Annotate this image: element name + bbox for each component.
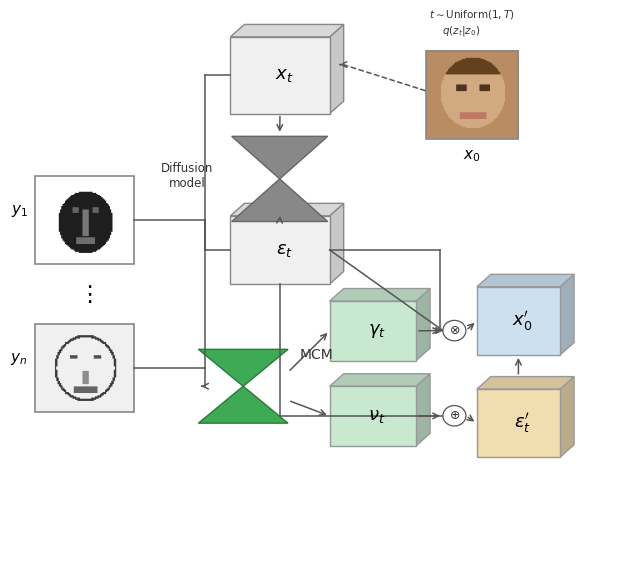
Text: Diffusion
model: Diffusion model <box>161 162 213 190</box>
Polygon shape <box>330 203 344 284</box>
Polygon shape <box>477 377 574 389</box>
Text: MCM: MCM <box>300 348 333 362</box>
Text: $\nu_t$: $\nu_t$ <box>369 407 386 425</box>
Polygon shape <box>198 386 288 423</box>
Polygon shape <box>330 289 430 301</box>
Bar <box>230 37 330 114</box>
Text: $t\sim\mathrm{Uniform}(1,T)$: $t\sim\mathrm{Uniform}(1,T)$ <box>429 8 515 20</box>
Polygon shape <box>416 289 430 361</box>
Text: $\oplus$: $\oplus$ <box>449 410 460 422</box>
Bar <box>230 216 330 284</box>
Bar <box>330 386 416 446</box>
Bar <box>477 287 560 355</box>
Polygon shape <box>330 24 344 114</box>
Text: $y_1$: $y_1$ <box>11 203 28 219</box>
Text: $\gamma_t$: $\gamma_t$ <box>368 322 386 340</box>
Text: $x_0'$: $x_0'$ <box>513 309 532 333</box>
Bar <box>477 389 560 457</box>
Circle shape <box>443 320 466 341</box>
Text: $x_0$: $x_0$ <box>463 148 481 164</box>
Bar <box>35 176 134 264</box>
Bar <box>426 51 518 139</box>
Polygon shape <box>230 24 344 37</box>
Text: $x_t$: $x_t$ <box>275 66 294 84</box>
Polygon shape <box>198 349 288 386</box>
Circle shape <box>443 406 466 426</box>
Bar <box>330 301 416 361</box>
Polygon shape <box>560 377 574 457</box>
Polygon shape <box>232 136 328 179</box>
Polygon shape <box>230 203 344 216</box>
Text: $q(z_t|z_0)$: $q(z_t|z_0)$ <box>442 24 480 38</box>
Bar <box>35 324 134 412</box>
Polygon shape <box>330 374 430 386</box>
Polygon shape <box>416 374 430 446</box>
Text: $\otimes$: $\otimes$ <box>449 324 460 337</box>
Polygon shape <box>560 274 574 355</box>
Text: $y_n$: $y_n$ <box>10 351 28 367</box>
Text: $\vdots$: $\vdots$ <box>77 283 92 305</box>
Text: $\epsilon_t'$: $\epsilon_t'$ <box>514 411 531 435</box>
Polygon shape <box>477 274 574 287</box>
Polygon shape <box>232 179 328 222</box>
Text: $\epsilon_t$: $\epsilon_t$ <box>276 241 292 259</box>
